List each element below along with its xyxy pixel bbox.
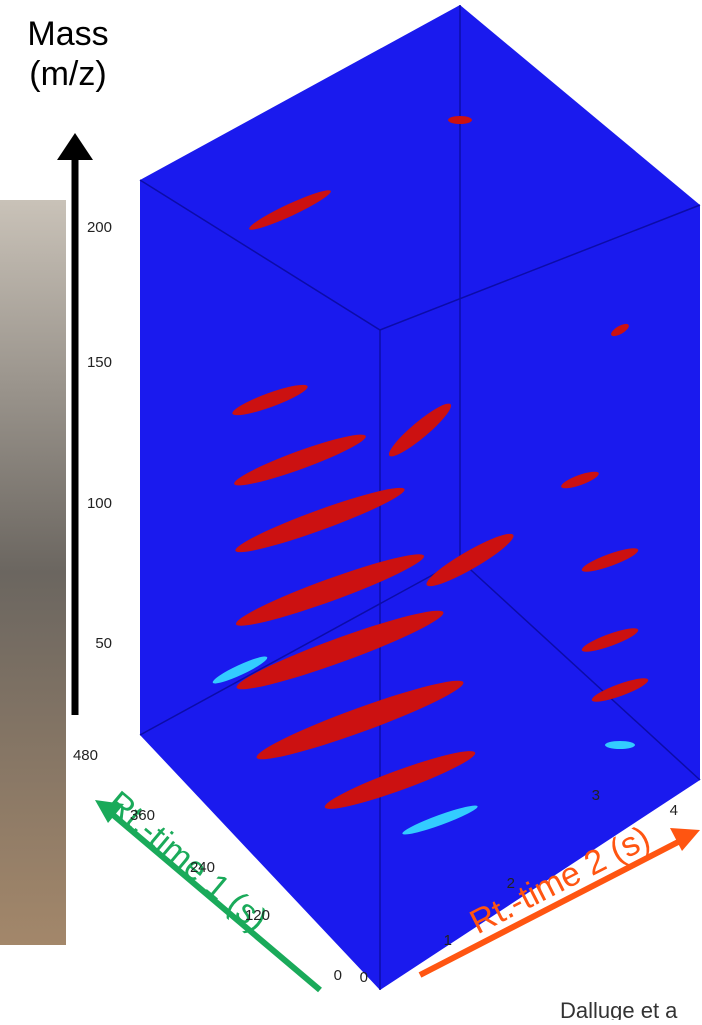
rt2-arrow-head (670, 828, 700, 851)
tick-label: 100 (87, 495, 112, 512)
tick-label: 2 (507, 875, 515, 892)
tick-label: 4 (670, 802, 678, 819)
tick-label: 360 (130, 807, 155, 824)
tick-label: 480 (73, 747, 98, 764)
tick-label: 1 (444, 932, 452, 949)
mass-label: Mass(m/z) (27, 15, 108, 93)
tick-label: 200 (87, 219, 112, 236)
tick-label: 50 (95, 635, 112, 652)
tick-label: 120 (245, 907, 270, 924)
page: Mass(m/z) Rt.-time 1 (s) Rt.-time 2 (s) … (0, 0, 702, 1020)
mass-arrow-head (57, 133, 93, 160)
tick-label: 0 (360, 969, 368, 986)
citation: Dalluge et a (560, 998, 678, 1020)
figure: Mass(m/z) Rt.-time 1 (s) Rt.-time 2 (s) … (0, 0, 702, 1020)
photo-strip (0, 200, 66, 945)
tick-label: 3 (592, 787, 600, 804)
tick-label: 0 (334, 967, 342, 984)
tick-label: 150 (87, 354, 112, 371)
tick-label: 240 (190, 859, 215, 876)
